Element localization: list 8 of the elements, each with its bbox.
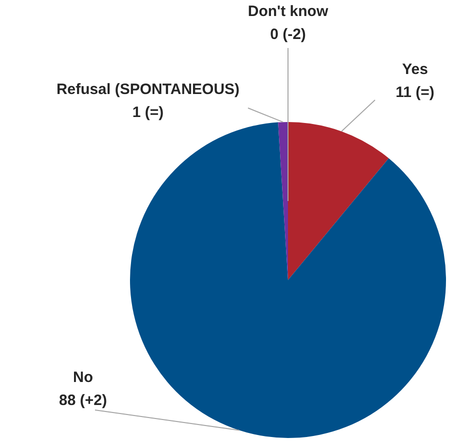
text: 0 (-2) [270, 26, 306, 44]
slice-label: Yes [402, 61, 428, 78]
data-label: 1 (=) [132, 104, 164, 122]
slice-label: Refusal (SPONTANEOUS) [56, 81, 240, 98]
slice-label: No [73, 369, 93, 386]
data-label: 11 (=) [396, 84, 434, 102]
category-label: Don't know [248, 3, 328, 20]
data-label: 88 (+2) [59, 392, 107, 410]
